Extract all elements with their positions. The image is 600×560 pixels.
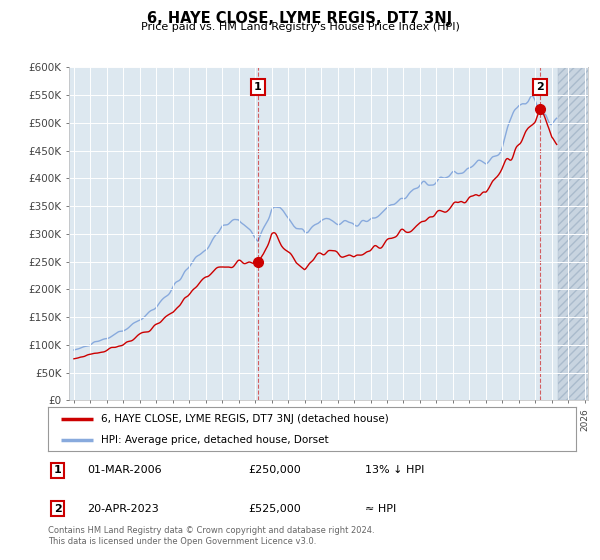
- Text: HPI: Average price, detached house, Dorset: HPI: Average price, detached house, Dors…: [101, 435, 328, 445]
- Text: 20-APR-2023: 20-APR-2023: [88, 503, 160, 514]
- Text: £525,000: £525,000: [248, 503, 301, 514]
- Text: 01-MAR-2006: 01-MAR-2006: [88, 465, 162, 475]
- Bar: [557, 67, 593, 400]
- Text: Contains HM Land Registry data © Crown copyright and database right 2024.
This d: Contains HM Land Registry data © Crown c…: [48, 526, 374, 546]
- Text: Price paid vs. HM Land Registry's House Price Index (HPI): Price paid vs. HM Land Registry's House …: [140, 22, 460, 32]
- Text: 2: 2: [536, 82, 544, 92]
- Text: ≈ HPI: ≈ HPI: [365, 503, 396, 514]
- Text: 6, HAYE CLOSE, LYME REGIS, DT7 3NJ: 6, HAYE CLOSE, LYME REGIS, DT7 3NJ: [148, 11, 452, 26]
- Text: 1: 1: [53, 465, 61, 475]
- Text: 6, HAYE CLOSE, LYME REGIS, DT7 3NJ (detached house): 6, HAYE CLOSE, LYME REGIS, DT7 3NJ (deta…: [101, 414, 389, 424]
- Text: £250,000: £250,000: [248, 465, 301, 475]
- Text: 13% ↓ HPI: 13% ↓ HPI: [365, 465, 424, 475]
- Text: 1: 1: [254, 82, 262, 92]
- Text: 2: 2: [53, 503, 61, 514]
